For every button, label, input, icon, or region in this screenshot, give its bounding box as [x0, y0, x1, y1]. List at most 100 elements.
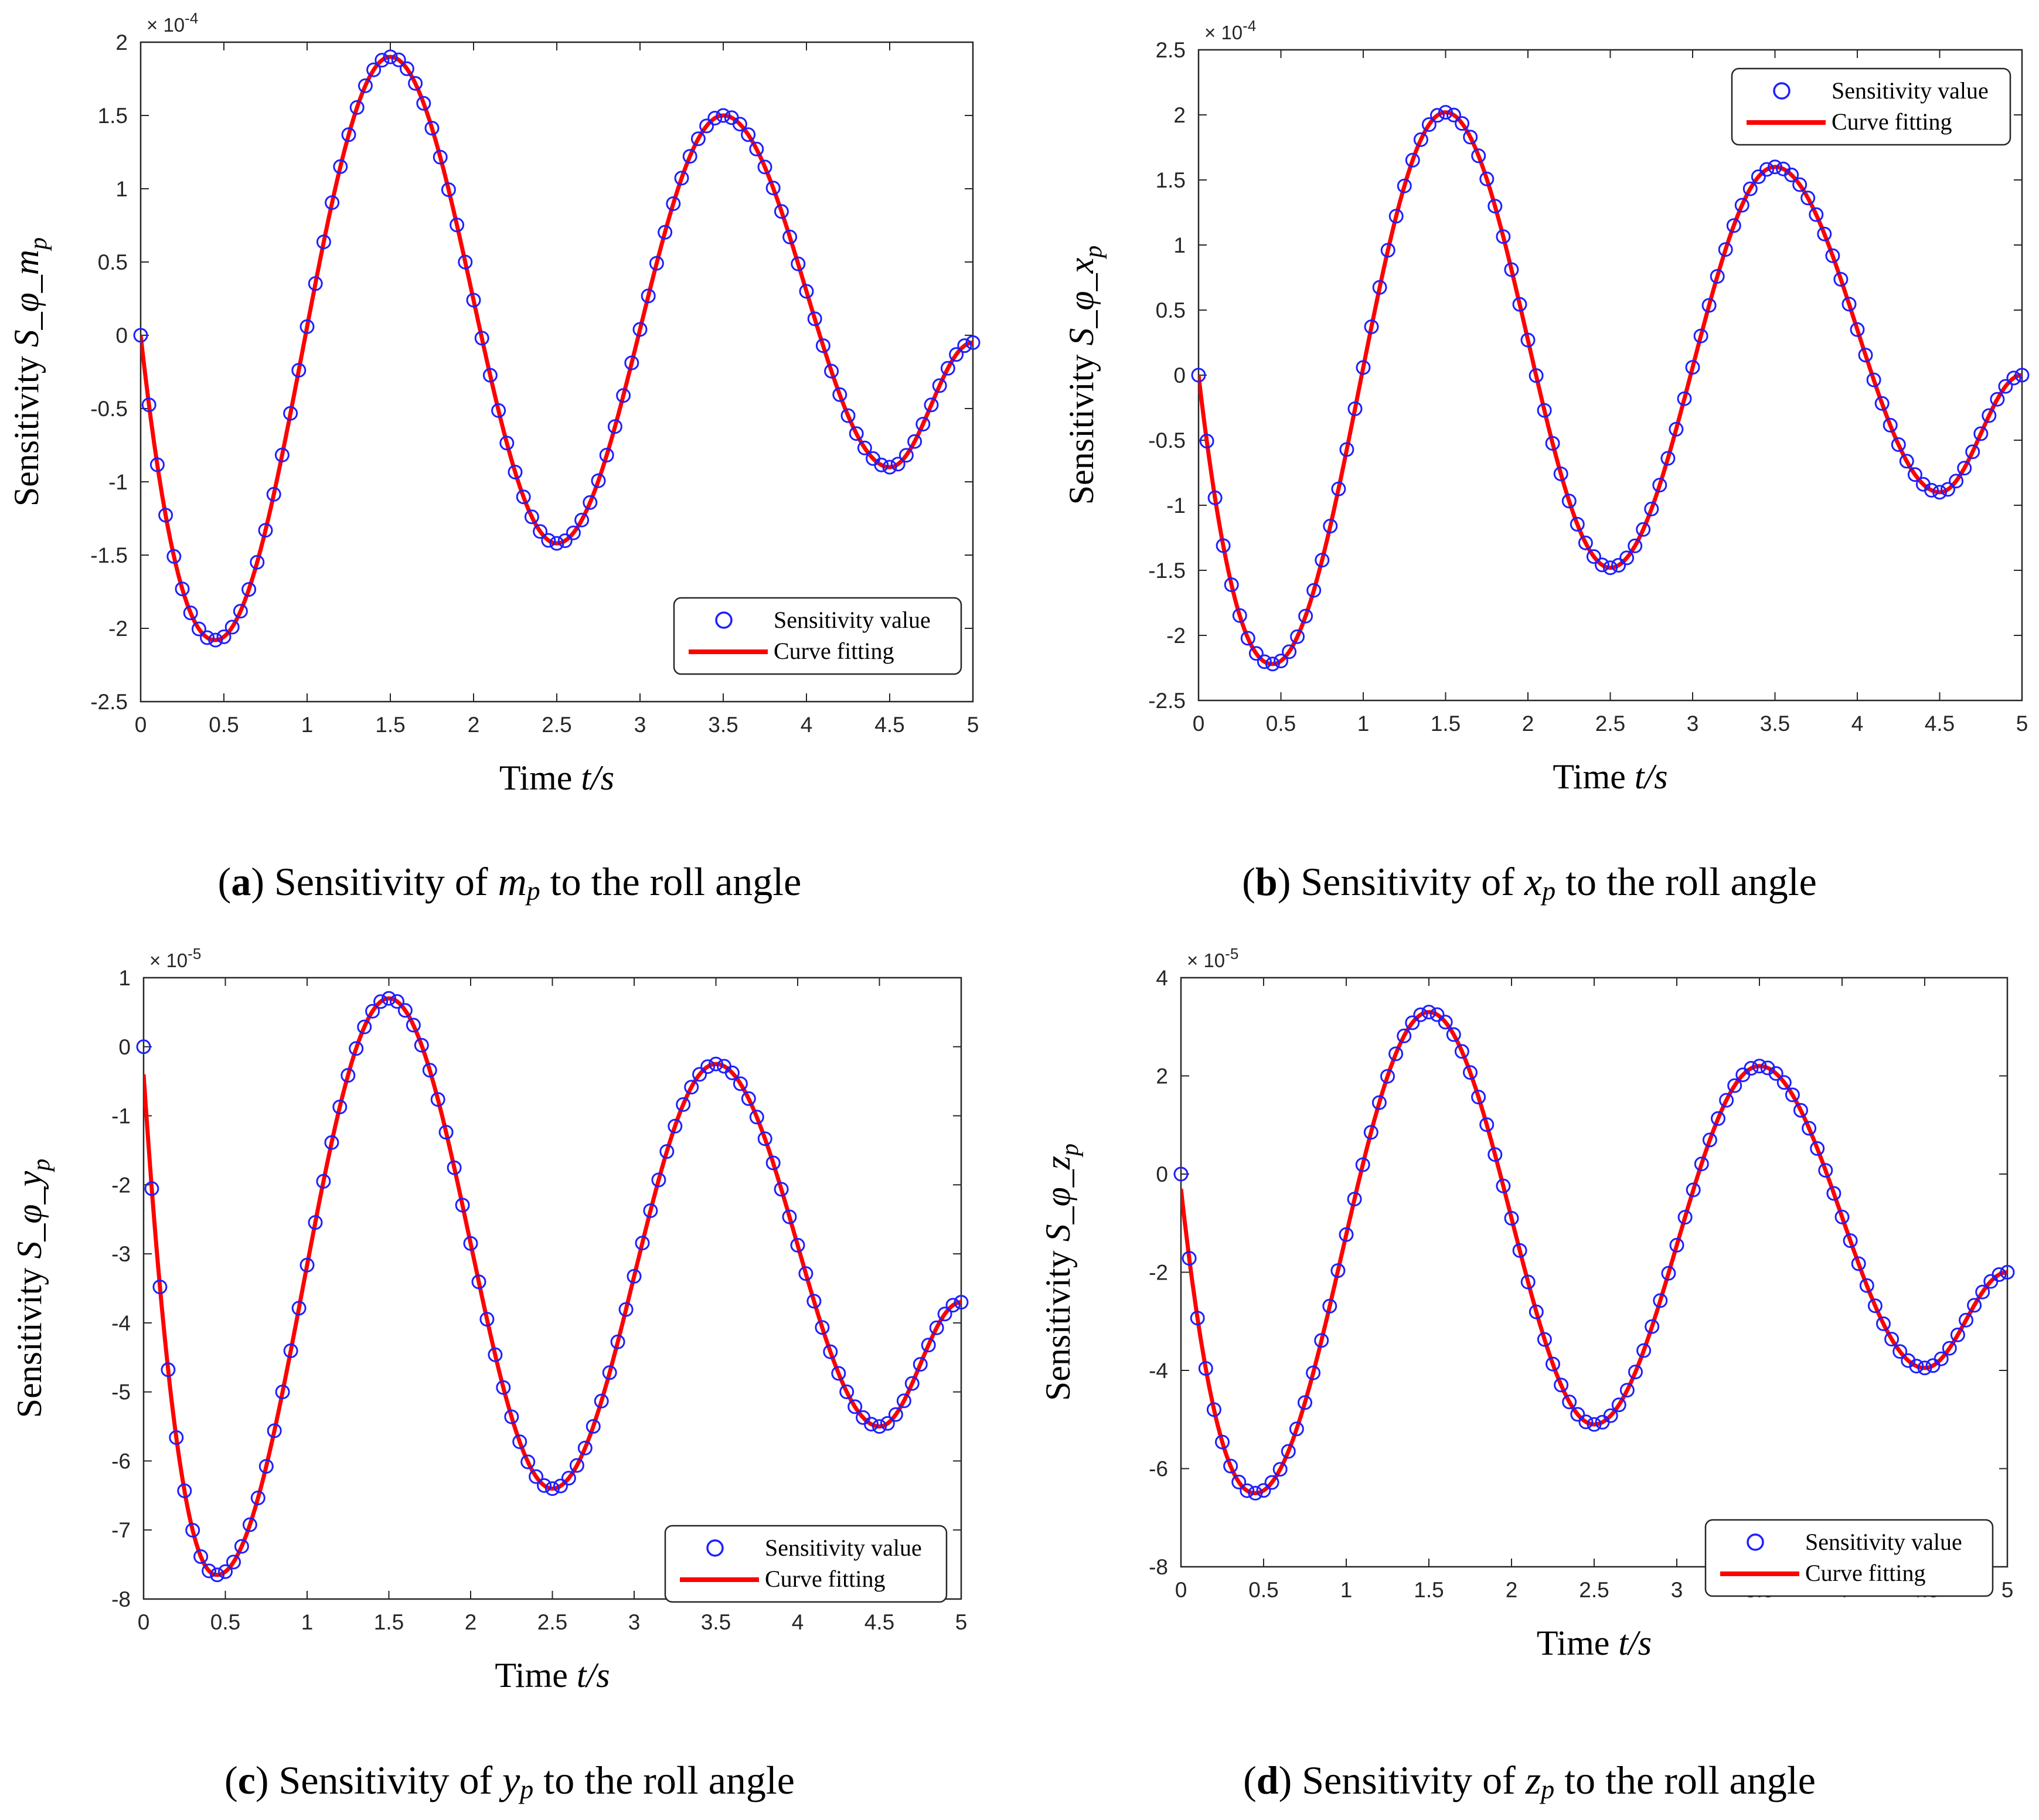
data-point	[2006, 370, 2021, 386]
data-point	[291, 363, 307, 378]
data-point	[1372, 280, 1387, 295]
y-tick-label: 1	[118, 966, 131, 990]
y-tick-label: 1	[1173, 233, 1186, 257]
data-point	[258, 523, 273, 538]
y-axis-label-prefix: Sensitivity	[1062, 346, 1101, 505]
exponent-label: × 10-4	[147, 9, 198, 36]
data-point	[782, 229, 798, 244]
data-point	[692, 1067, 707, 1082]
x-tick-label: 1.5	[374, 1610, 404, 1634]
data-point	[1677, 391, 1692, 406]
data-point	[831, 1366, 846, 1381]
y-axis-label-var: S_φ_y	[10, 1171, 49, 1258]
data-point	[658, 224, 673, 240]
data-point	[1190, 1311, 1205, 1326]
data-point	[724, 1065, 740, 1080]
y-tick-label: -2	[1166, 624, 1186, 648]
data-point	[1413, 1007, 1428, 1022]
data-point	[266, 487, 281, 502]
data-point	[508, 464, 523, 479]
data-point	[341, 127, 356, 142]
data-point	[1240, 1483, 1255, 1498]
legend-label-sensitivity: Sensitivity value	[774, 607, 931, 633]
data-point	[1388, 1046, 1404, 1062]
data-point	[447, 1160, 462, 1175]
data-point	[643, 1203, 658, 1218]
data-point	[1496, 229, 1511, 244]
data-point	[569, 1458, 584, 1473]
data-point	[1932, 485, 1947, 500]
x-tick-label: 2	[465, 1610, 477, 1634]
data-point	[274, 447, 290, 462]
data-point	[1619, 550, 1635, 566]
data-point	[549, 536, 564, 551]
x-tick-label: 2.5	[542, 713, 571, 737]
data-point	[806, 1294, 822, 1309]
data-point	[1636, 522, 1651, 537]
data-point	[1215, 1434, 1230, 1450]
data-point	[1785, 1087, 1800, 1103]
chart-b: 0 0.5 1 1.5 2 2.5 3 3.5 4 4.5 5 -2.5 -2 -1.5 -1 -0.5 0 0.…	[1062, 17, 2030, 796]
y-tick-label: -6	[111, 1449, 131, 1473]
data-point	[583, 495, 598, 510]
data-point	[586, 1419, 601, 1434]
data-point	[1924, 482, 1939, 498]
data-point	[1653, 1293, 1668, 1308]
data-point	[666, 196, 681, 211]
data-point	[641, 288, 656, 304]
y-tick-label: 4	[1156, 966, 1168, 990]
data-point	[1998, 379, 2013, 394]
data-point	[283, 406, 298, 421]
data-point	[676, 1097, 691, 1112]
x-tick-label: 5	[955, 1610, 968, 1634]
data-point	[1834, 1209, 1850, 1224]
x-tick-label: 4.5	[874, 713, 904, 737]
data-point	[1793, 1103, 1808, 1118]
data-point	[907, 434, 923, 449]
data-point	[1990, 392, 2005, 407]
y-axis-label: Sensitivity S_φ_xp	[1062, 246, 1107, 505]
data-point	[1660, 451, 1676, 466]
x-tick-label: 3	[1687, 712, 1699, 736]
data-point	[541, 533, 556, 548]
data-point	[1232, 608, 1247, 623]
data-point	[1479, 171, 1495, 186]
data-point	[1257, 654, 1272, 669]
data-point	[1891, 437, 1906, 452]
data-point	[1455, 116, 1470, 131]
data-point	[1768, 159, 1782, 175]
data-point	[741, 1091, 756, 1106]
legend-box	[673, 597, 962, 675]
data-point	[945, 1298, 961, 1313]
x-tick-label: 3.5	[1760, 712, 1790, 736]
data-point	[441, 182, 456, 198]
data-point	[316, 234, 331, 250]
data-point	[1322, 1298, 1337, 1314]
y-tick-label: -4	[111, 1311, 131, 1335]
data-point	[250, 554, 265, 570]
x-tick-label: 3.5	[701, 1610, 731, 1634]
x-tick-label: 2	[468, 713, 480, 737]
data-point	[1248, 1485, 1263, 1501]
y-tick-label: -8	[1149, 1555, 1168, 1579]
data-point	[1430, 108, 1445, 123]
legend-label-curve: Curve fitting	[1805, 1560, 1926, 1586]
y-tick-label: 0.5	[1156, 298, 1186, 322]
data-point	[1520, 332, 1536, 348]
x-tick-label: 0.5	[209, 713, 239, 737]
legend-marker-icon	[715, 611, 733, 629]
data-point	[557, 533, 573, 548]
data-point	[1306, 583, 1322, 598]
data-point	[391, 52, 406, 67]
data-point	[824, 363, 839, 379]
y-tick-label: 0	[1173, 363, 1186, 387]
data-point	[1957, 461, 1972, 476]
data-point	[1388, 209, 1404, 224]
chart-c: 0 0.5 1 1.5 2 2.5 3 3.5 4 4.5 5 -8 -7 -6 -5 -4 -3 -2 -1 0 1 ×…	[10, 945, 969, 1695]
data-point	[324, 1135, 339, 1150]
series-curve-fitting	[1181, 1010, 2007, 1495]
data-point	[1546, 1356, 1560, 1372]
data-point	[133, 328, 148, 343]
y-tick-label: 1.5	[1156, 168, 1186, 192]
data-point	[1661, 1266, 1676, 1281]
